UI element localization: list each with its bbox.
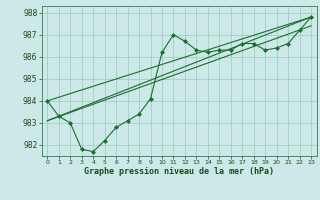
X-axis label: Graphe pression niveau de la mer (hPa): Graphe pression niveau de la mer (hPa): [84, 167, 274, 176]
